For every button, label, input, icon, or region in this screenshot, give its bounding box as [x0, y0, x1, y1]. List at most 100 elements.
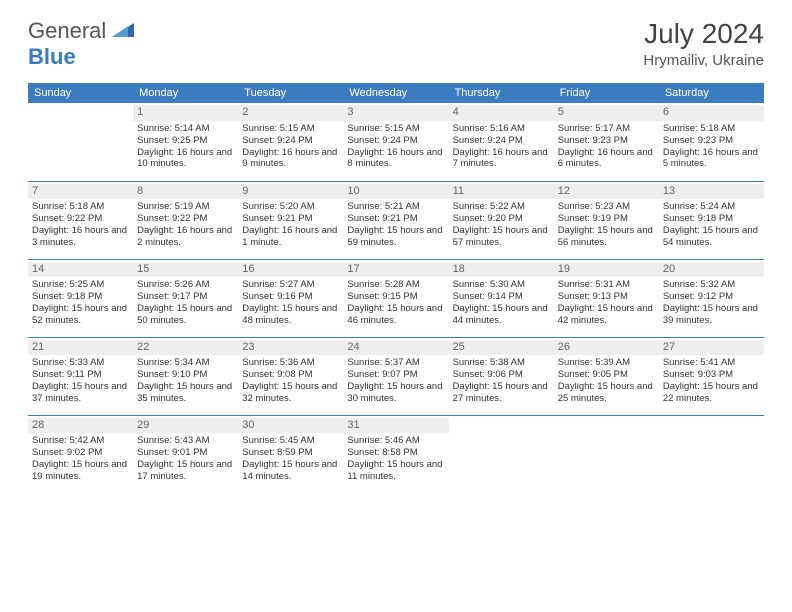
- weekday-header: Wednesday: [343, 83, 448, 103]
- daylight-line: Daylight: 15 hours and 14 minutes.: [242, 459, 339, 483]
- daylight-line: Daylight: 15 hours and 37 minutes.: [32, 381, 129, 405]
- sunrise-line: Sunrise: 5:41 AM: [663, 357, 760, 369]
- sunset-line: Sunset: 9:15 PM: [347, 291, 444, 303]
- calendar-cell: 25Sunrise: 5:38 AMSunset: 9:06 PMDayligh…: [449, 337, 554, 415]
- daylight-line: Daylight: 15 hours and 52 minutes.: [32, 303, 129, 327]
- calendar-cell: 24Sunrise: 5:37 AMSunset: 9:07 PMDayligh…: [343, 337, 448, 415]
- day-number: 3: [343, 105, 448, 121]
- day-number: 17: [343, 262, 448, 278]
- calendar-cell: 5 Sunrise: 5:17 AMSunset: 9:23 PMDaylight…: [554, 103, 659, 181]
- sunset-line: Sunset: 9:24 PM: [347, 135, 444, 147]
- calendar-cell: 12Sunrise: 5:23 AMSunset: 9:19 PMDayligh…: [554, 181, 659, 259]
- calendar-cell: 10Sunrise: 5:21 AMSunset: 9:21 PMDayligh…: [343, 181, 448, 259]
- sunrise-line: Sunrise: 5:16 AM: [453, 123, 550, 135]
- daylight-line: Daylight: 15 hours and 48 minutes.: [242, 303, 339, 327]
- day-number: 23: [238, 340, 343, 356]
- logo-text-1: General: [28, 18, 106, 44]
- sunset-line: Sunset: 9:05 PM: [558, 369, 655, 381]
- daylight-line: Daylight: 15 hours and 59 minutes.: [347, 225, 444, 249]
- calendar-cell: 4Sunrise: 5:16 AMSunset: 9:24 PMDaylight…: [449, 103, 554, 181]
- daylight-line: Daylight: 15 hours and 25 minutes.: [558, 381, 655, 405]
- calendar-cell: .: [449, 415, 554, 493]
- day-number: 30: [238, 418, 343, 434]
- day-number: 11: [449, 184, 554, 200]
- weekday-header: Sunday: [28, 83, 133, 103]
- day-number: 5: [554, 105, 659, 121]
- daylight-line: Daylight: 15 hours and 54 minutes.: [663, 225, 760, 249]
- sunset-line: Sunset: 9:10 PM: [137, 369, 234, 381]
- daylight-line: Daylight: 15 hours and 27 minutes.: [453, 381, 550, 405]
- calendar-body: .1Sunrise: 5:14 AMSunset: 9:25 PMDayligh…: [28, 103, 764, 493]
- daylight-line: Daylight: 15 hours and 32 minutes.: [242, 381, 339, 405]
- calendar-cell: 31Sunrise: 5:46 AMSunset: 8:58 PMDayligh…: [343, 415, 448, 493]
- sunrise-line: Sunrise: 5:25 AM: [32, 279, 129, 291]
- sunrise-line: Sunrise: 5:32 AM: [663, 279, 760, 291]
- sunrise-line: Sunrise: 5:17 AM: [558, 123, 655, 135]
- title-block: July 2024 Hrymailiv, Ukraine: [643, 18, 764, 69]
- sunrise-line: Sunrise: 5:21 AM: [347, 201, 444, 213]
- calendar-cell: 14Sunrise: 5:25 AMSunset: 9:18 PMDayligh…: [28, 259, 133, 337]
- sunrise-line: Sunrise: 5:33 AM: [32, 357, 129, 369]
- sunrise-line: Sunrise: 5:38 AM: [453, 357, 550, 369]
- day-number: 26: [554, 340, 659, 356]
- daylight-line: Daylight: 15 hours and 17 minutes.: [137, 459, 234, 483]
- daylight-line: Daylight: 16 hours and 1 minute.: [242, 225, 339, 249]
- sunrise-line: Sunrise: 5:30 AM: [453, 279, 550, 291]
- sunset-line: Sunset: 9:06 PM: [453, 369, 550, 381]
- day-number: 6: [659, 105, 764, 121]
- daylight-line: Daylight: 16 hours and 6 minutes.: [558, 147, 655, 171]
- calendar-cell: 17Sunrise: 5:28 AMSunset: 9:15 PMDayligh…: [343, 259, 448, 337]
- calendar-cell: 28Sunrise: 5:42 AMSunset: 9:02 PMDayligh…: [28, 415, 133, 493]
- calendar-cell: 20Sunrise: 5:32 AMSunset: 9:12 PMDayligh…: [659, 259, 764, 337]
- sunrise-line: Sunrise: 5:19 AM: [137, 201, 234, 213]
- day-number: 21: [28, 340, 133, 356]
- calendar-cell: .: [554, 415, 659, 493]
- calendar-cell: 3Sunrise: 5:15 AMSunset: 9:24 PMDaylight…: [343, 103, 448, 181]
- calendar-cell: 15Sunrise: 5:26 AMSunset: 9:17 PMDayligh…: [133, 259, 238, 337]
- weekday-header: Monday: [133, 83, 238, 103]
- day-number: 16: [238, 262, 343, 278]
- sunrise-line: Sunrise: 5:26 AM: [137, 279, 234, 291]
- sunrise-line: Sunrise: 5:27 AM: [242, 279, 339, 291]
- day-number: 18: [449, 262, 554, 278]
- sunset-line: Sunset: 9:23 PM: [558, 135, 655, 147]
- sunset-line: Sunset: 9:24 PM: [242, 135, 339, 147]
- day-number: 9: [238, 184, 343, 200]
- day-number: 28: [28, 418, 133, 434]
- header: General July 2024 Hrymailiv, Ukraine: [0, 0, 792, 77]
- sunrise-line: Sunrise: 5:18 AM: [663, 123, 760, 135]
- month-title: July 2024: [643, 18, 764, 50]
- day-number: 29: [133, 418, 238, 434]
- sunset-line: Sunset: 9:18 PM: [32, 291, 129, 303]
- day-number: 25: [449, 340, 554, 356]
- sunrise-line: Sunrise: 5:42 AM: [32, 435, 129, 447]
- sunrise-line: Sunrise: 5:15 AM: [347, 123, 444, 135]
- sunset-line: Sunset: 9:14 PM: [453, 291, 550, 303]
- sunset-line: Sunset: 9:21 PM: [242, 213, 339, 225]
- sunrise-line: Sunrise: 5:15 AM: [242, 123, 339, 135]
- day-number: 14: [28, 262, 133, 278]
- day-number: 31: [343, 418, 448, 434]
- logo-triangle-icon: [112, 21, 134, 42]
- logo: General: [28, 18, 136, 44]
- day-number: 8: [133, 184, 238, 200]
- daylight-line: Daylight: 16 hours and 3 minutes.: [32, 225, 129, 249]
- calendar-cell: 29Sunrise: 5:43 AMSunset: 9:01 PMDayligh…: [133, 415, 238, 493]
- calendar-cell: 13Sunrise: 5:24 AMSunset: 9:18 PMDayligh…: [659, 181, 764, 259]
- sunset-line: Sunset: 9:22 PM: [32, 213, 129, 225]
- calendar-cell: 18Sunrise: 5:30 AMSunset: 9:14 PMDayligh…: [449, 259, 554, 337]
- day-number: 15: [133, 262, 238, 278]
- sunrise-line: Sunrise: 5:14 AM: [137, 123, 234, 135]
- day-number: 27: [659, 340, 764, 356]
- sunset-line: Sunset: 8:59 PM: [242, 447, 339, 459]
- weekday-header: Friday: [554, 83, 659, 103]
- sunset-line: Sunset: 9:23 PM: [663, 135, 760, 147]
- day-number: 4: [449, 105, 554, 121]
- sunset-line: Sunset: 8:58 PM: [347, 447, 444, 459]
- daylight-line: Daylight: 15 hours and 22 minutes.: [663, 381, 760, 405]
- daylight-line: Daylight: 16 hours and 10 minutes.: [137, 147, 234, 171]
- daylight-line: Daylight: 16 hours and 7 minutes.: [453, 147, 550, 171]
- daylight-line: Daylight: 15 hours and 50 minutes.: [137, 303, 234, 327]
- day-number: 24: [343, 340, 448, 356]
- calendar-cell: 19Sunrise: 5:31 AMSunset: 9:13 PMDayligh…: [554, 259, 659, 337]
